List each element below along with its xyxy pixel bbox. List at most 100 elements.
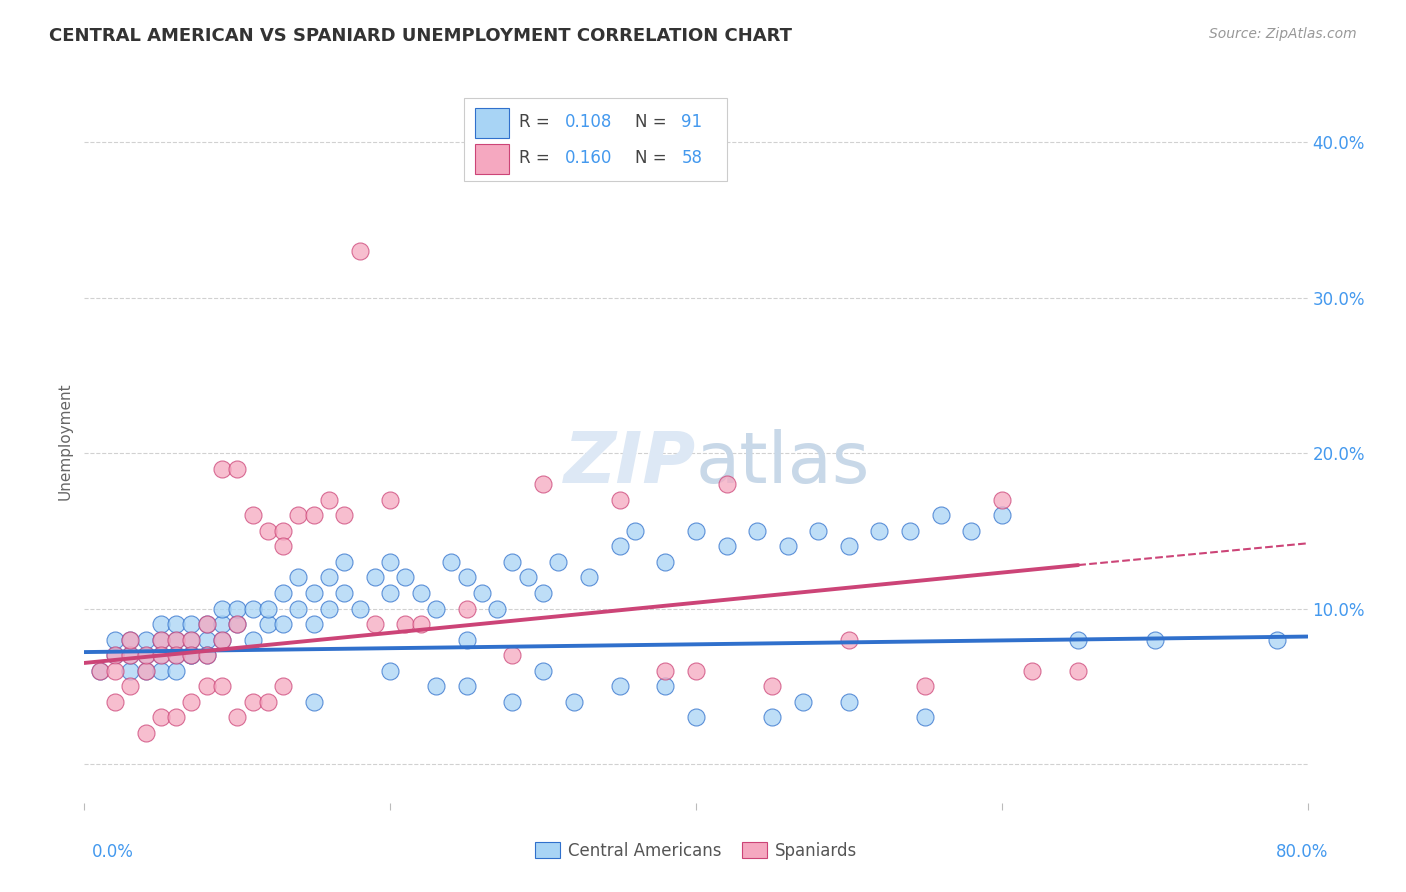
Point <box>180 648 202 663</box>
Point <box>838 540 860 554</box>
Point <box>349 244 371 259</box>
Point <box>609 540 631 554</box>
Point <box>135 648 157 663</box>
Point <box>456 632 478 647</box>
Point <box>716 540 738 554</box>
Point <box>409 617 432 632</box>
Point <box>898 524 921 538</box>
Point <box>838 632 860 647</box>
Point <box>654 555 676 569</box>
Point <box>1067 632 1090 647</box>
Point <box>440 555 463 569</box>
Point <box>562 695 585 709</box>
Point <box>685 524 707 538</box>
Point <box>149 664 172 678</box>
Point <box>456 570 478 584</box>
Point <box>547 555 569 569</box>
Text: 80.0%: 80.0% <box>1277 843 1329 861</box>
Point <box>135 664 157 678</box>
Point <box>914 710 936 724</box>
Point <box>333 555 356 569</box>
Point <box>318 492 340 507</box>
Text: 0.108: 0.108 <box>565 113 613 131</box>
Point <box>531 664 554 678</box>
Point <box>120 632 142 647</box>
Point <box>165 664 187 678</box>
Point <box>180 648 202 663</box>
Point <box>960 524 983 538</box>
Point <box>776 540 799 554</box>
Point <box>242 632 264 647</box>
Point <box>195 632 218 647</box>
Point <box>869 524 891 538</box>
Point <box>135 726 157 740</box>
Point <box>120 679 142 693</box>
Point <box>409 586 432 600</box>
Point <box>609 679 631 693</box>
Point <box>287 570 309 584</box>
Point <box>486 601 509 615</box>
Point <box>502 555 524 569</box>
Point <box>685 710 707 724</box>
Point <box>211 617 233 632</box>
Point <box>211 632 233 647</box>
Point <box>516 570 538 584</box>
FancyBboxPatch shape <box>475 144 509 174</box>
Point <box>654 679 676 693</box>
Text: R =: R = <box>519 149 554 168</box>
Point <box>271 586 294 600</box>
Point <box>302 695 325 709</box>
Text: N =: N = <box>636 113 672 131</box>
Point <box>226 601 249 615</box>
Point <box>761 679 783 693</box>
Point <box>135 648 157 663</box>
Point <box>456 601 478 615</box>
Point <box>104 648 127 663</box>
Point <box>302 508 325 523</box>
Legend: Central Americans, Spaniards: Central Americans, Spaniards <box>529 836 863 867</box>
Point <box>747 524 769 538</box>
Point <box>425 679 447 693</box>
Point <box>149 617 172 632</box>
Point <box>302 586 325 600</box>
Point <box>502 648 524 663</box>
Point <box>654 664 676 678</box>
Point <box>120 648 142 663</box>
Text: 0.160: 0.160 <box>565 149 613 168</box>
Point <box>1067 664 1090 678</box>
Point <box>380 555 402 569</box>
Point <box>761 710 783 724</box>
Point <box>929 508 952 523</box>
Point <box>425 601 447 615</box>
Text: ZIP: ZIP <box>564 429 696 498</box>
Point <box>471 586 494 600</box>
Text: atlas: atlas <box>696 429 870 498</box>
Point <box>165 648 187 663</box>
Point <box>226 710 249 724</box>
Point <box>318 570 340 584</box>
Point <box>120 632 142 647</box>
Point <box>180 695 202 709</box>
Point <box>914 679 936 693</box>
Point <box>349 601 371 615</box>
Point <box>226 461 249 475</box>
Point <box>226 617 249 632</box>
Point <box>226 617 249 632</box>
Point <box>149 710 172 724</box>
Point <box>287 601 309 615</box>
Point <box>838 695 860 709</box>
Point <box>195 648 218 663</box>
Point <box>624 524 647 538</box>
FancyBboxPatch shape <box>475 108 509 138</box>
Point <box>991 508 1014 523</box>
Point <box>120 664 142 678</box>
Point <box>394 570 416 584</box>
Point <box>89 664 111 678</box>
Point <box>318 601 340 615</box>
Point <box>135 664 157 678</box>
Point <box>195 648 218 663</box>
Point <box>257 617 280 632</box>
Point <box>195 617 218 632</box>
Point <box>456 679 478 693</box>
Point <box>333 508 356 523</box>
